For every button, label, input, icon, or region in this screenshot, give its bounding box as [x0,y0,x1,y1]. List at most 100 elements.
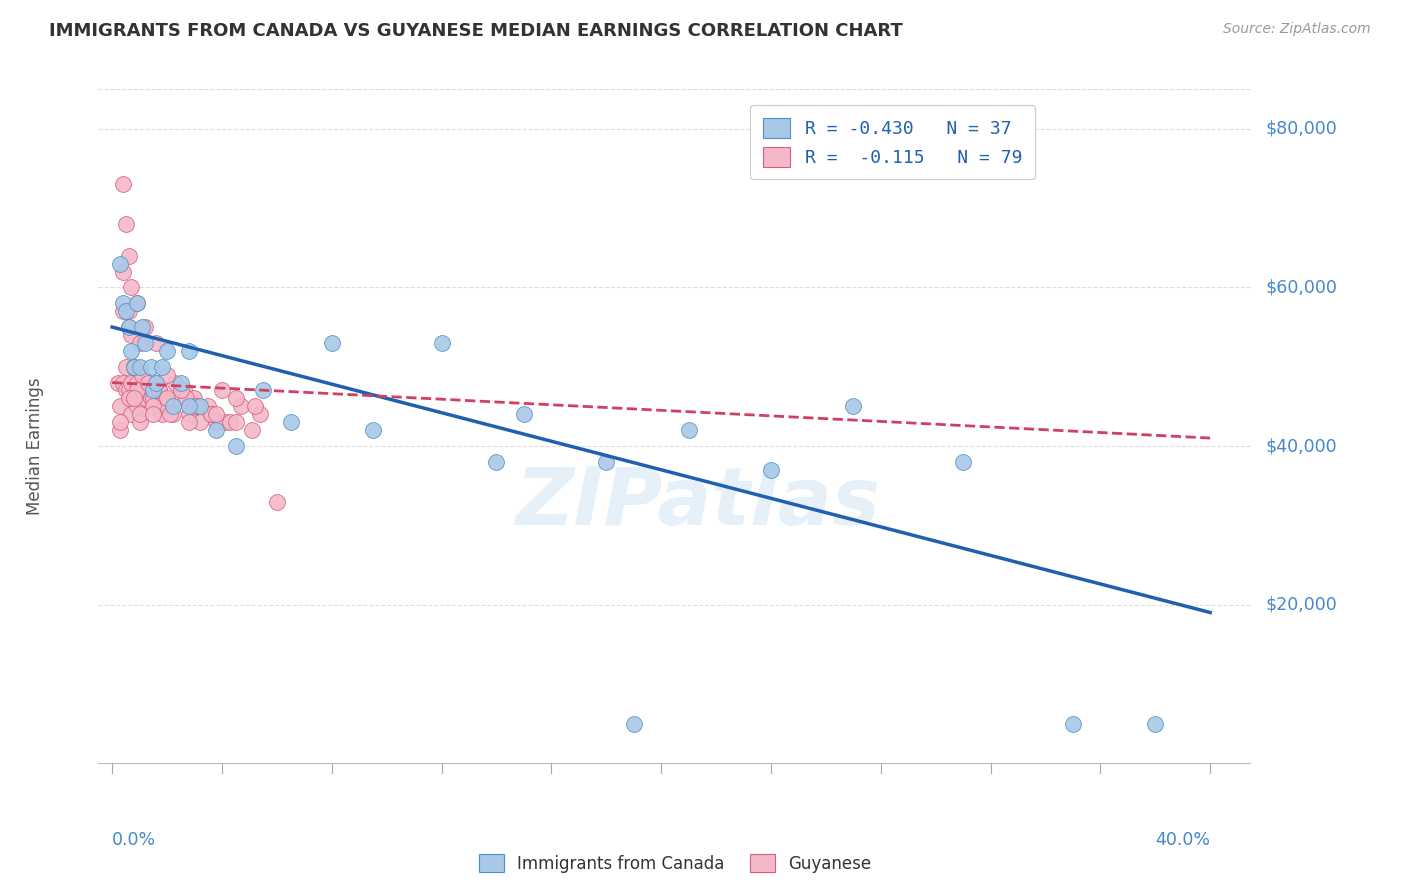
Point [110,400,132,414]
Point [280,415,302,429]
Point [122,392,145,406]
Point [219,415,242,429]
Point [112,376,135,390]
Point [197,400,219,414]
Point [128,359,150,374]
Point [321,335,343,350]
Point [759,463,782,477]
Point [177,407,200,421]
Point [225,415,247,429]
Point [122,392,145,406]
Point [131,320,153,334]
Point [117,304,139,318]
Point [177,343,200,358]
Point [134,392,156,406]
Point [952,455,974,469]
Point [252,384,274,398]
Point [231,400,253,414]
Point [148,384,170,398]
Point [513,407,536,421]
Point [125,400,148,414]
Point [183,392,205,406]
Text: $20,000: $20,000 [1265,596,1337,614]
Point [249,407,271,421]
Point [136,376,159,390]
Point [430,335,453,350]
Point [678,423,700,437]
Text: Median Earnings: Median Earnings [25,377,44,515]
Text: IMMIGRANTS FROM CANADA VS GUYANESE MEDIAN EARNINGS CORRELATION CHART: IMMIGRANTS FROM CANADA VS GUYANESE MEDIA… [49,22,903,40]
Point [145,335,167,350]
Point [188,400,211,414]
Point [122,359,145,374]
Text: $40,000: $40,000 [1265,437,1337,455]
Point [842,400,865,414]
Point [156,368,179,382]
Point [170,376,193,390]
Point [240,423,263,437]
Point [150,359,173,374]
Point [115,217,138,231]
Point [159,407,181,421]
Point [361,423,384,437]
Point [214,415,236,429]
Point [112,264,135,278]
Point [115,304,138,318]
Point [115,359,138,374]
Text: ZIPatlas: ZIPatlas [516,464,880,542]
Point [174,392,197,406]
Point [112,304,135,318]
Point [122,359,145,374]
Point [139,392,162,406]
Point [177,400,200,414]
Point [211,384,233,398]
Point [1062,716,1084,731]
Point [110,257,132,271]
Point [128,415,150,429]
Point [148,384,170,398]
Point [125,376,148,390]
Point [131,368,153,382]
Point [142,384,165,398]
Point [125,296,148,310]
Point [142,392,165,406]
Point [128,335,150,350]
Point [225,439,247,453]
Point [162,400,184,414]
Point [120,376,142,390]
Point [120,407,142,421]
Point [117,320,139,334]
Point [112,296,135,310]
Text: $80,000: $80,000 [1265,120,1337,138]
Point [205,407,228,421]
Point [177,415,200,429]
Point [134,335,156,350]
Point [125,296,148,310]
Point [117,392,139,406]
Text: $60,000: $60,000 [1265,278,1337,296]
Point [485,455,508,469]
Point [128,384,150,398]
Point [142,407,165,421]
Point [623,716,645,731]
Point [170,384,193,398]
Point [266,494,288,508]
Point [110,415,132,429]
Point [205,415,228,429]
Point [173,384,195,398]
Point [131,384,153,398]
Point [225,392,247,406]
Text: Source: ZipAtlas.com: Source: ZipAtlas.com [1223,22,1371,37]
Text: 0.0%: 0.0% [112,830,156,848]
Point [150,407,173,421]
Point [110,423,132,437]
Point [139,359,162,374]
Point [107,376,129,390]
Point [117,320,139,334]
Point [188,415,211,429]
Point [115,384,138,398]
Legend: Immigrants from Canada, Guyanese: Immigrants from Canada, Guyanese [472,847,877,880]
Point [243,400,266,414]
Point [205,423,228,437]
Point [200,407,222,421]
